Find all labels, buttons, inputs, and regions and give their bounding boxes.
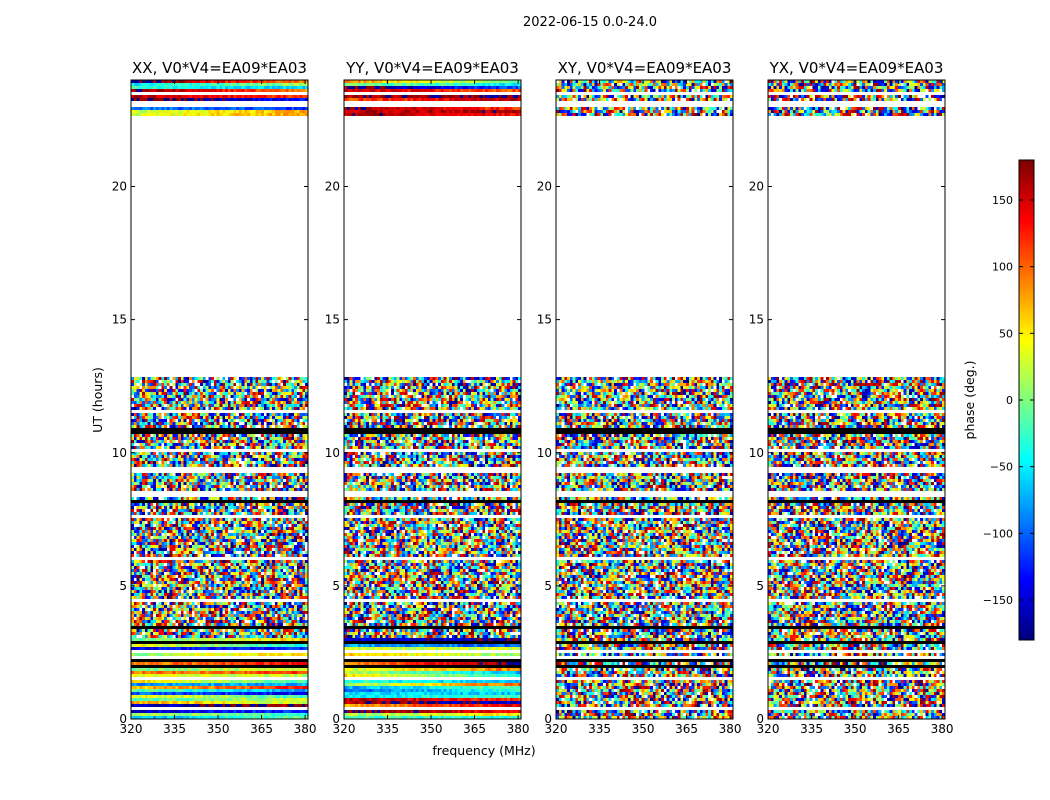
x-tick-label: 320 (333, 722, 356, 736)
panel-title: YY, V0*V4=EA09*EA03 (345, 59, 519, 77)
heatmap-yx (768, 80, 945, 719)
colorbar-tick-label: 50 (999, 327, 1013, 340)
heatmap-yy (344, 80, 521, 719)
x-tick-label: 350 (207, 722, 230, 736)
x-tick-label: 365 (675, 722, 698, 736)
x-tick-label: 365 (463, 722, 486, 736)
panel-yy: YY, V0*V4=EA09*EA03 320 335 350 365 380 0 5 10 15… (325, 59, 530, 736)
colorbar-label: phase (deg.) (962, 361, 977, 440)
y-tick-label: 0 (119, 712, 127, 726)
y-tick-label: 15 (749, 313, 764, 327)
y-tick-label: 20 (325, 180, 340, 194)
y-tick-label: 5 (544, 579, 552, 593)
y-tick-label: 10 (537, 446, 552, 460)
colorbar: 150 100 50 0 −50 −100 −150 (983, 159, 1035, 641)
y-tick-label: 15 (537, 313, 552, 327)
panel-yx: YX, V0*V4=EA09*EA03 320 335 350 365 380 0 5 10 15… (749, 59, 954, 736)
heatmap-xx (131, 80, 308, 719)
colorbar-tick-label: −150 (983, 594, 1013, 607)
y-tick-label: 10 (749, 446, 764, 460)
x-tick-label: 320 (120, 722, 143, 736)
panel-frame (767, 79, 946, 720)
panel-xy: XY, V0*V4=EA09*EA03 320 335 350 365 380 0 5 10 15… (537, 59, 742, 736)
panel-frame (555, 79, 734, 720)
x-tick-label: 365 (887, 722, 910, 736)
y-tick-label: 5 (756, 579, 764, 593)
y-tick-label: 20 (749, 180, 764, 194)
y-tick-label: 5 (119, 579, 127, 593)
y-tick-label: 15 (325, 313, 340, 327)
x-tick-label: 335 (800, 722, 823, 736)
panel-title: XX, V0*V4=EA09*EA03 (132, 59, 307, 77)
colorbar-tick-label: −50 (990, 461, 1013, 474)
y-tick-label: 20 (112, 180, 127, 194)
colorbar-tick-label: 0 (1006, 394, 1013, 407)
colorbar-tick-label: 100 (992, 261, 1013, 274)
panel-xx: XX, V0*V4=EA09*EA03 320 335 350 365 380 0 5 10 15… (112, 59, 317, 736)
y-tick-label: 10 (325, 446, 340, 460)
colorbar-tick-label: 150 (992, 194, 1013, 207)
x-tick-label: 335 (588, 722, 611, 736)
x-tick-label: 335 (376, 722, 399, 736)
panel-frame (343, 79, 522, 720)
y-tick-label: 10 (112, 446, 127, 460)
y-tick-label: 20 (537, 180, 552, 194)
y-tick-label: 15 (112, 313, 127, 327)
colorbar-tick-label: −100 (983, 527, 1013, 540)
figure-suptitle: 2022-06-15 0.0-24.0 (523, 15, 657, 30)
x-tick-label: 380 (294, 722, 317, 736)
x-tick-label: 350 (844, 722, 867, 736)
heatmap-xy (556, 80, 733, 719)
x-axis-label: frequency (MHz) (432, 743, 535, 758)
x-tick-label: 365 (250, 722, 273, 736)
x-tick-label: 320 (757, 722, 780, 736)
y-tick-label: 0 (332, 712, 340, 726)
y-axis-label: UT (hours) (90, 367, 105, 433)
panel-title: XY, V0*V4=EA09*EA03 (558, 59, 732, 77)
x-tick-label: 320 (545, 722, 568, 736)
x-tick-label: 380 (931, 722, 954, 736)
x-tick-label: 380 (507, 722, 530, 736)
colorbar-gradient (1019, 160, 1034, 640)
y-tick-label: 0 (756, 712, 764, 726)
x-tick-label: 335 (163, 722, 186, 736)
x-tick-label: 380 (719, 722, 742, 736)
x-tick-label: 350 (632, 722, 655, 736)
panel-frame (130, 79, 309, 720)
y-tick-label: 5 (332, 579, 340, 593)
y-tick-label: 0 (544, 712, 552, 726)
x-tick-label: 350 (420, 722, 443, 736)
panel-title: YX, V0*V4=EA09*EA03 (769, 59, 944, 77)
